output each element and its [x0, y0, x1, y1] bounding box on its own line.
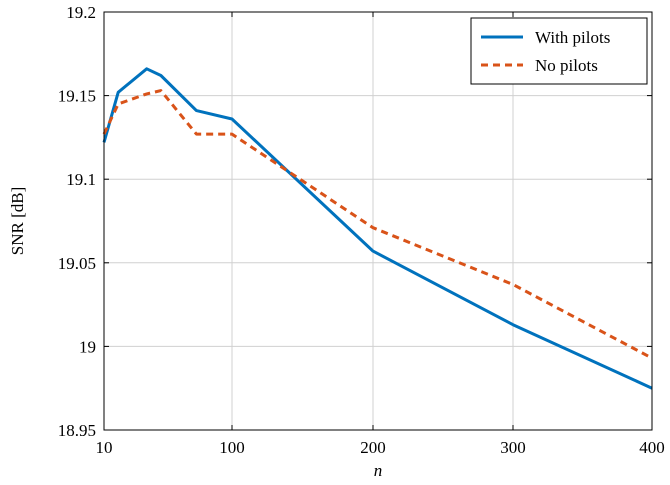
plot-area-frame	[103, 11, 653, 431]
y-tick-label: 19.2	[66, 3, 96, 22]
x-tick-label: 10	[96, 438, 113, 457]
x-tick-label: 100	[219, 438, 245, 457]
y-tick-label: 19.1	[66, 170, 96, 189]
legend-label-with-pilots: With pilots	[535, 28, 610, 47]
x-tick-label: 400	[639, 438, 665, 457]
series-lines	[102, 67, 653, 390]
y-axis-ticks: 18.95 19 19.05 19.1 19.15 19.2	[58, 3, 652, 440]
y-tick-label: 19.15	[58, 87, 96, 106]
y-tick-label: 19	[79, 337, 96, 356]
y-tick-label: 19.05	[58, 254, 96, 273]
series-line-with-pilots	[102, 67, 653, 390]
x-axis-label: n	[374, 461, 383, 480]
x-tick-label: 300	[500, 438, 526, 457]
x-axis-ticks: 10 100 200 300 400	[96, 12, 665, 457]
legend-label-no-pilots: No pilots	[535, 56, 598, 75]
legend-box	[470, 17, 648, 85]
y-tick-label: 18.95	[58, 421, 96, 440]
legend: With pilots No pilots	[470, 17, 648, 85]
y-axis-label: SNR [dB]	[8, 187, 27, 255]
x-tick-label: 200	[360, 438, 386, 457]
series-line-no-pilots	[102, 89, 653, 360]
